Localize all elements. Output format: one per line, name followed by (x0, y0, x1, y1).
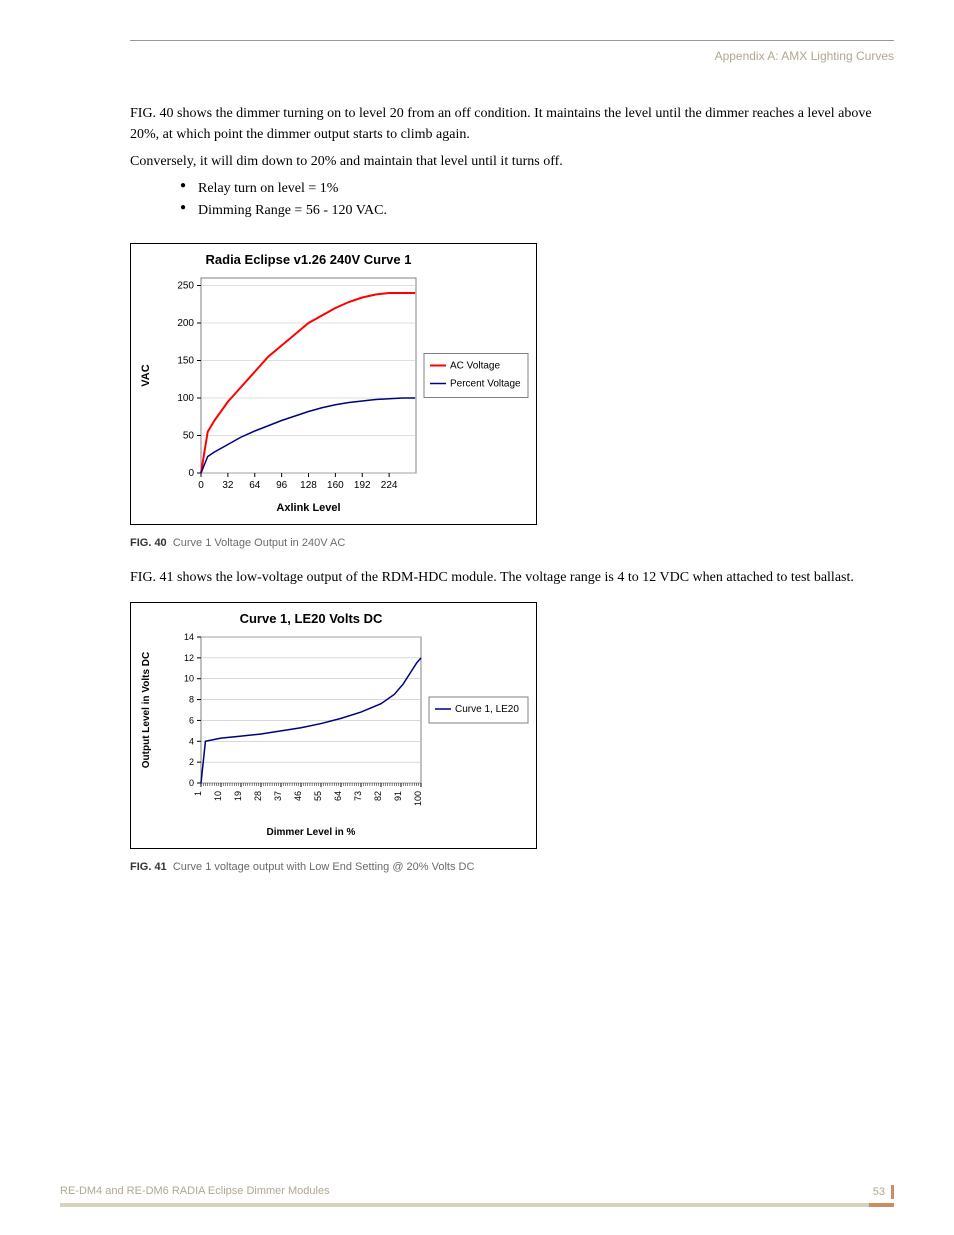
svg-text:10: 10 (184, 673, 194, 683)
header-section: Appendix A: AMX Lighting Curves (130, 49, 894, 63)
svg-text:Output Level in Volts DC: Output Level in Volts DC (141, 652, 152, 768)
svg-text:46: 46 (293, 791, 303, 801)
svg-text:82: 82 (373, 791, 383, 801)
svg-text:Axlink Level: Axlink Level (276, 502, 340, 514)
svg-text:Curve 1, LE20 Volts DC: Curve 1, LE20 Volts DC (240, 611, 383, 626)
bullet-list: Relay turn on level = 1% Dimming Range =… (180, 178, 894, 223)
svg-text:8: 8 (189, 694, 194, 704)
svg-text:2: 2 (189, 757, 194, 767)
svg-text:12: 12 (184, 653, 194, 663)
svg-text:28: 28 (253, 791, 263, 801)
paragraph-3: FIG. 41 shows the low-voltage output of … (130, 567, 894, 588)
svg-text:32: 32 (222, 480, 234, 491)
bullet-item: Dimming Range = 56 - 120 VAC. (180, 200, 894, 222)
svg-text:64: 64 (333, 791, 343, 801)
svg-text:50: 50 (183, 430, 195, 441)
svg-text:1: 1 (193, 791, 203, 796)
page-footer: RE-DM4 and RE-DM6 RADIA Eclipse Dimmer M… (60, 1185, 894, 1207)
svg-text:150: 150 (177, 355, 194, 366)
paragraph-2: Conversely, it will dim down to 20% and … (130, 151, 894, 172)
svg-text:128: 128 (300, 480, 317, 491)
svg-text:Curve 1, LE20: Curve 1, LE20 (455, 704, 519, 715)
figure-41-label: FIG. 41 (130, 861, 167, 873)
svg-text:Percent Voltage: Percent Voltage (450, 378, 521, 389)
svg-text:64: 64 (249, 480, 261, 491)
svg-text:AC Voltage: AC Voltage (450, 360, 500, 371)
svg-text:100: 100 (177, 393, 194, 404)
svg-text:224: 224 (381, 480, 398, 491)
svg-text:19: 19 (233, 791, 243, 801)
svg-text:6: 6 (189, 715, 194, 725)
bullet-item: Relay turn on level = 1% (180, 178, 894, 200)
figure-40-label: FIG. 40 (130, 537, 167, 549)
figure-40-chart: 0 50 100 150 200 250 0 32 64 96 128 160 192 224 Radia … (130, 243, 537, 525)
paragraph-1: FIG. 40 shows the dimmer turning on to l… (130, 103, 894, 145)
svg-text:96: 96 (276, 480, 288, 491)
svg-text:73: 73 (353, 791, 363, 801)
footer-rule (60, 1203, 894, 1207)
svg-text:Dimmer Level in %: Dimmer Level in % (267, 827, 356, 838)
svg-text:100: 100 (413, 791, 423, 806)
svg-text:250: 250 (177, 280, 194, 291)
svg-text:37: 37 (273, 791, 283, 801)
svg-text:0: 0 (198, 480, 204, 491)
svg-text:200: 200 (177, 318, 194, 329)
svg-text:VAC: VAC (140, 364, 152, 386)
svg-text:10: 10 (213, 791, 223, 801)
svg-text:192: 192 (354, 480, 371, 491)
figure-41-caption: FIG. 41 Curve 1 voltage output with Low … (130, 861, 894, 873)
svg-text:4: 4 (189, 736, 194, 746)
svg-text:91: 91 (393, 791, 403, 801)
svg-text:14: 14 (184, 632, 194, 642)
page-number: 53 (873, 1186, 885, 1198)
svg-text:0: 0 (188, 468, 194, 479)
figure-40-caption: FIG. 40 Curve 1 Voltage Output in 240V A… (130, 537, 894, 549)
footer-title: RE-DM4 and RE-DM6 RADIA Eclipse Dimmer M… (60, 1185, 330, 1199)
svg-text:Radia Eclipse v1.26 240V Curve: Radia Eclipse v1.26 240V Curve 1 (206, 252, 412, 267)
svg-text:55: 55 (313, 791, 323, 801)
svg-text:0: 0 (189, 778, 194, 788)
svg-text:160: 160 (327, 480, 344, 491)
figure-41-chart: 02468101214110192837465564738291100Curve… (130, 602, 537, 849)
page-accent-bar (891, 1185, 894, 1199)
